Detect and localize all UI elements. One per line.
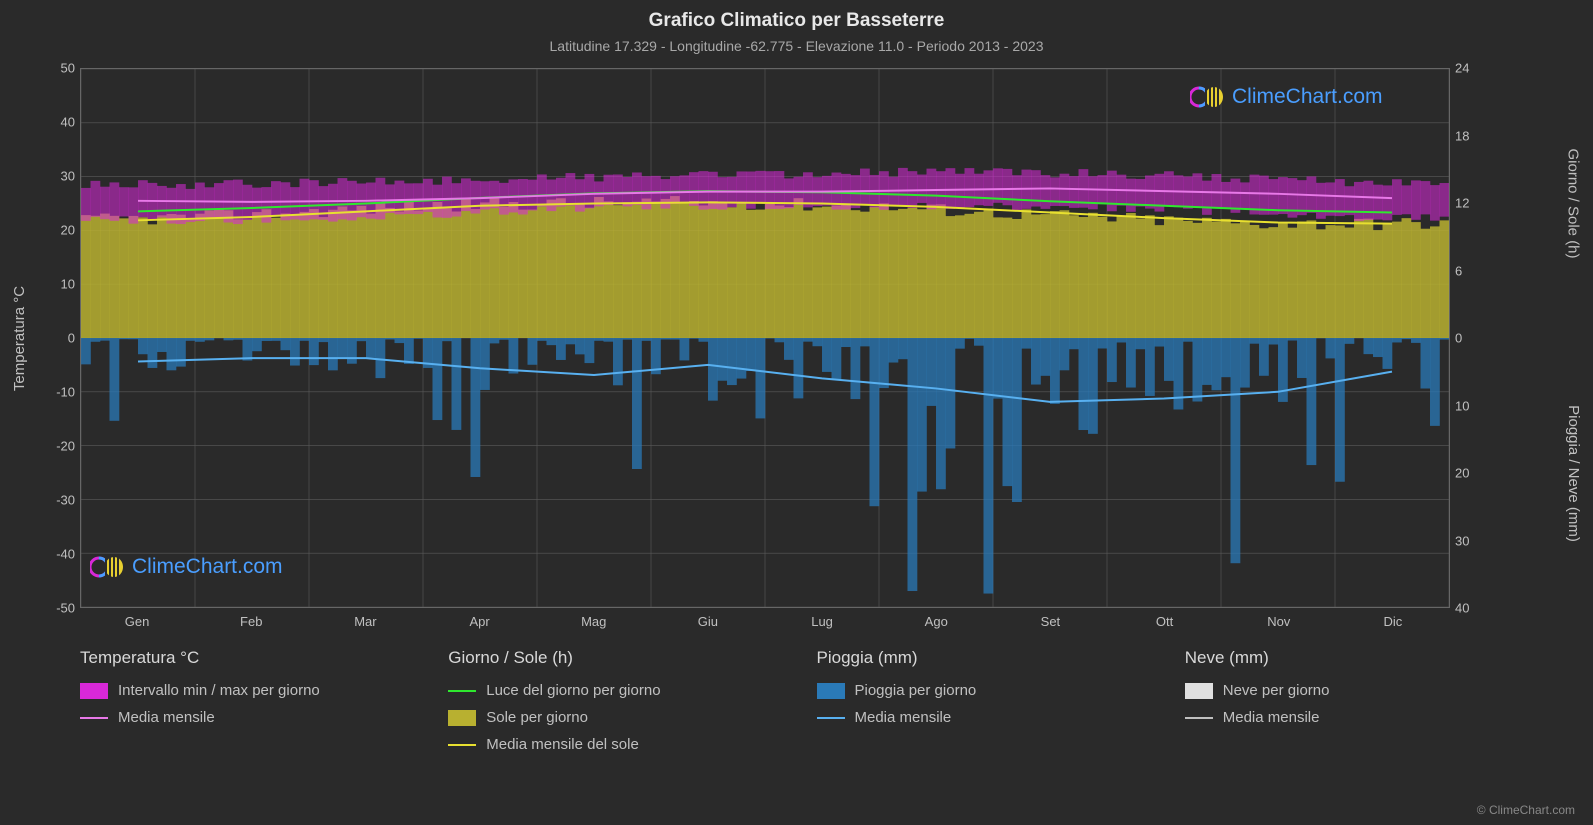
legend-swatch [448, 710, 476, 726]
legend-item: Pioggia per giorno [817, 682, 1145, 699]
ytick-right-hours: 0 [1455, 331, 1495, 346]
ytick-left: 0 [35, 331, 75, 346]
watermark-text: ClimeChart.com [132, 555, 283, 579]
legend-label: Intervallo min / max per giorno [118, 682, 320, 699]
xtick-month: Mag [581, 614, 606, 629]
logo-icon [90, 555, 124, 579]
y-axis-right-bot-label: Pioggia / Neve (mm) [1563, 338, 1583, 608]
ytick-left: -30 [35, 493, 75, 508]
legend-item: Luce del giorno per giorno [448, 682, 776, 699]
ytick-right-mm: 30 [1455, 533, 1495, 548]
xtick-month: Feb [240, 614, 262, 629]
legend-label: Neve per giorno [1223, 682, 1330, 699]
legend-label: Pioggia per giorno [855, 682, 977, 699]
ytick-left: 40 [35, 115, 75, 130]
chart-subtitle: Latitudine 17.329 - Longitudine -62.775 … [0, 38, 1593, 54]
logo-icon [1190, 85, 1224, 109]
xtick-month: Gen [125, 614, 150, 629]
xtick-month: Nov [1267, 614, 1290, 629]
legend-swatch [817, 683, 845, 699]
xtick-month: Giu [698, 614, 718, 629]
climate-chart-container: Grafico Climatico per Basseterre Latitud… [0, 0, 1593, 825]
ytick-left: -10 [35, 385, 75, 400]
legend-swatch [448, 690, 476, 692]
ytick-right-mm: 40 [1455, 601, 1495, 616]
legend-header: Pioggia (mm) [817, 648, 1145, 668]
ytick-right-hours: 6 [1455, 263, 1495, 278]
xtick-month: Mar [354, 614, 376, 629]
legend-swatch [80, 683, 108, 699]
ytick-left: 30 [35, 169, 75, 184]
ytick-left: -50 [35, 601, 75, 616]
legend-label: Media mensile [855, 709, 952, 726]
xtick-month: Lug [811, 614, 833, 629]
legend-column: Temperatura °C Intervallo min / max per g… [80, 648, 408, 753]
watermark: ClimeChart.com [90, 555, 283, 579]
watermark-text: ClimeChart.com [1232, 85, 1383, 109]
copyright-text: © ClimeChart.com [1477, 803, 1575, 817]
y-axis-left-label: Temperatura °C [10, 68, 30, 608]
legend-swatch [1185, 717, 1213, 719]
legend: Temperatura °C Intervallo min / max per g… [80, 648, 1513, 753]
legend-label: Sole per giorno [486, 709, 588, 726]
legend-label: Media mensile [118, 709, 215, 726]
y-axis-right-top-label: Giorno / Sole (h) [1563, 68, 1583, 338]
ytick-left: 10 [35, 277, 75, 292]
legend-item: Intervallo min / max per giorno [80, 682, 408, 699]
xtick-month: Ott [1156, 614, 1173, 629]
legend-item: Media mensile [1185, 709, 1513, 726]
ytick-left: -40 [35, 547, 75, 562]
xtick-month: Ago [925, 614, 948, 629]
ytick-left: 20 [35, 223, 75, 238]
legend-header: Temperatura °C [80, 648, 408, 668]
legend-swatch [448, 744, 476, 746]
ytick-right-hours: 12 [1455, 196, 1495, 211]
legend-item: Media mensile del sole [448, 736, 776, 753]
ytick-right-hours: 18 [1455, 128, 1495, 143]
ytick-right-mm: 20 [1455, 466, 1495, 481]
xtick-month: Dic [1384, 614, 1403, 629]
legend-label: Media mensile del sole [486, 736, 639, 753]
chart-title: Grafico Climatico per Basseterre [0, 10, 1593, 32]
legend-item: Media mensile [80, 709, 408, 726]
legend-header: Giorno / Sole (h) [448, 648, 776, 668]
legend-swatch [817, 717, 845, 719]
plot-area [80, 68, 1450, 608]
legend-item: Sole per giorno [448, 709, 776, 726]
xtick-month: Apr [469, 614, 489, 629]
legend-item: Neve per giorno [1185, 682, 1513, 699]
ytick-right-hours: 24 [1455, 61, 1495, 76]
legend-header: Neve (mm) [1185, 648, 1513, 668]
legend-column: Neve (mm) Neve per giorno Media mensile [1185, 648, 1513, 753]
legend-item: Media mensile [817, 709, 1145, 726]
legend-swatch [1185, 683, 1213, 699]
xtick-month: Set [1041, 614, 1061, 629]
legend-label: Luce del giorno per giorno [486, 682, 660, 699]
ytick-right-mm: 10 [1455, 398, 1495, 413]
legend-swatch [80, 717, 108, 719]
watermark: ClimeChart.com [1190, 85, 1383, 109]
ytick-left: -20 [35, 439, 75, 454]
legend-label: Media mensile [1223, 709, 1320, 726]
legend-column: Giorno / Sole (h) Luce del giorno per gio… [448, 648, 776, 753]
legend-column: Pioggia (mm) Pioggia per giorno Media mens… [817, 648, 1145, 753]
ytick-left: 50 [35, 61, 75, 76]
